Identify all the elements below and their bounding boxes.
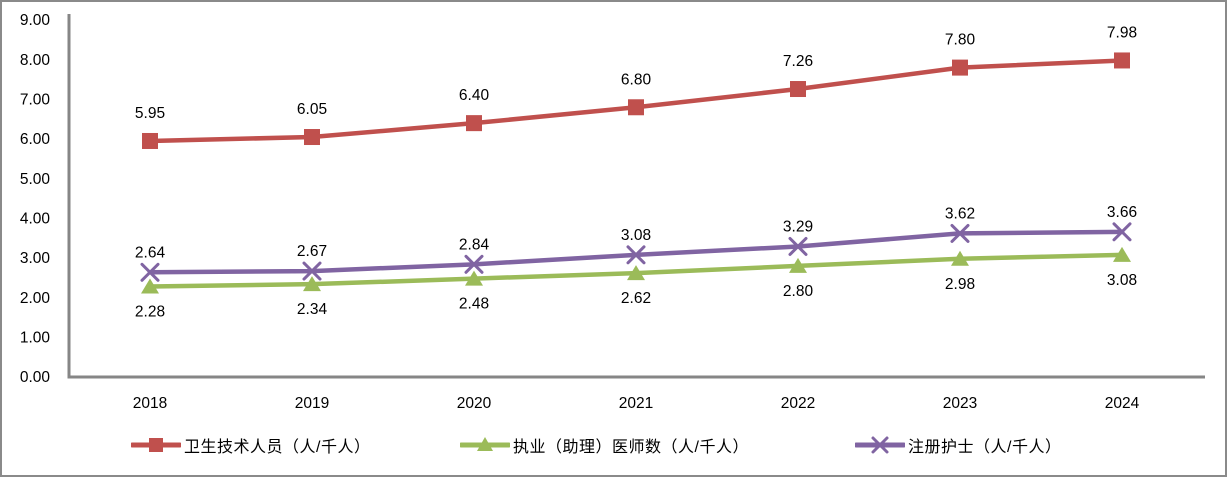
series-2-data-label: 3.29 <box>783 218 813 235</box>
series-1-marker <box>789 257 807 273</box>
series-1-data-label: 3.08 <box>1107 272 1137 289</box>
series-1-marker <box>1113 246 1131 262</box>
series-0-data-label: 6.40 <box>459 87 490 104</box>
y-tick-label: 0.00 <box>20 369 51 386</box>
series-1-data-label: 2.34 <box>297 301 328 318</box>
series-2-data-label: 3.66 <box>1107 204 1137 221</box>
series-0-marker <box>142 132 158 149</box>
series-0-data-label: 7.80 <box>945 32 976 49</box>
y-tick-label: 3.00 <box>20 250 51 267</box>
series-1-marker <box>141 278 159 294</box>
series-2-marker <box>788 236 808 256</box>
y-tick-label: 7.00 <box>20 92 51 109</box>
y-tick-label: 8.00 <box>20 52 51 69</box>
x-tick-label: 2024 <box>1105 395 1140 412</box>
series-2-data-label: 3.08 <box>621 227 651 244</box>
series-2-data-label: 2.84 <box>459 236 490 253</box>
x-tick-label: 2018 <box>133 395 167 412</box>
series-0-marker <box>790 81 806 98</box>
x-tick-label: 2019 <box>295 395 329 412</box>
x-tick-label: 2021 <box>619 395 653 412</box>
series-1-marker <box>951 250 969 266</box>
series-2-marker <box>140 262 160 282</box>
series-1-marker <box>303 276 321 292</box>
series-2-marker <box>950 223 970 243</box>
series-2-data-label: 2.67 <box>297 243 327 260</box>
y-tick-label: 5.00 <box>20 171 51 188</box>
y-tick-label: 9.00 <box>20 12 51 29</box>
series-0-data-label: 5.95 <box>135 105 165 122</box>
series-0-data-label: 7.26 <box>783 53 813 70</box>
series-0-marker <box>466 115 482 132</box>
x-tick-label: 2023 <box>943 395 977 412</box>
series-2-marker <box>626 245 646 265</box>
series-0-data-label: 6.80 <box>621 71 652 88</box>
series-1-marker <box>627 265 645 281</box>
series-2-marker <box>302 261 322 281</box>
series-2-marker <box>1112 222 1132 242</box>
y-tick-label: 4.00 <box>20 211 51 228</box>
series-0-data-label: 6.05 <box>297 101 327 118</box>
series-2-data-label: 2.64 <box>135 244 166 261</box>
series-1-data-label: 2.98 <box>945 276 975 293</box>
series-1-data-label: 2.28 <box>135 304 165 321</box>
series-0-marker <box>1114 52 1130 69</box>
series-1-data-label: 2.80 <box>783 283 814 300</box>
series-1-marker <box>465 270 483 286</box>
series-0-data-label: 7.98 <box>1107 24 1137 41</box>
y-tick-label: 6.00 <box>20 131 51 148</box>
y-tick-label: 1.00 <box>20 330 51 347</box>
series-1-data-label: 2.62 <box>621 290 651 307</box>
series-0-marker <box>304 129 320 146</box>
series-2-data-label: 3.62 <box>945 205 975 222</box>
x-tick-label: 2022 <box>781 395 815 412</box>
series-1-data-label: 2.48 <box>459 296 489 313</box>
x-tick-label: 2020 <box>457 395 492 412</box>
series-2-marker <box>464 254 484 274</box>
series-0-marker <box>628 99 644 116</box>
series-0-marker <box>952 59 968 76</box>
y-tick-label: 2.00 <box>20 290 51 307</box>
